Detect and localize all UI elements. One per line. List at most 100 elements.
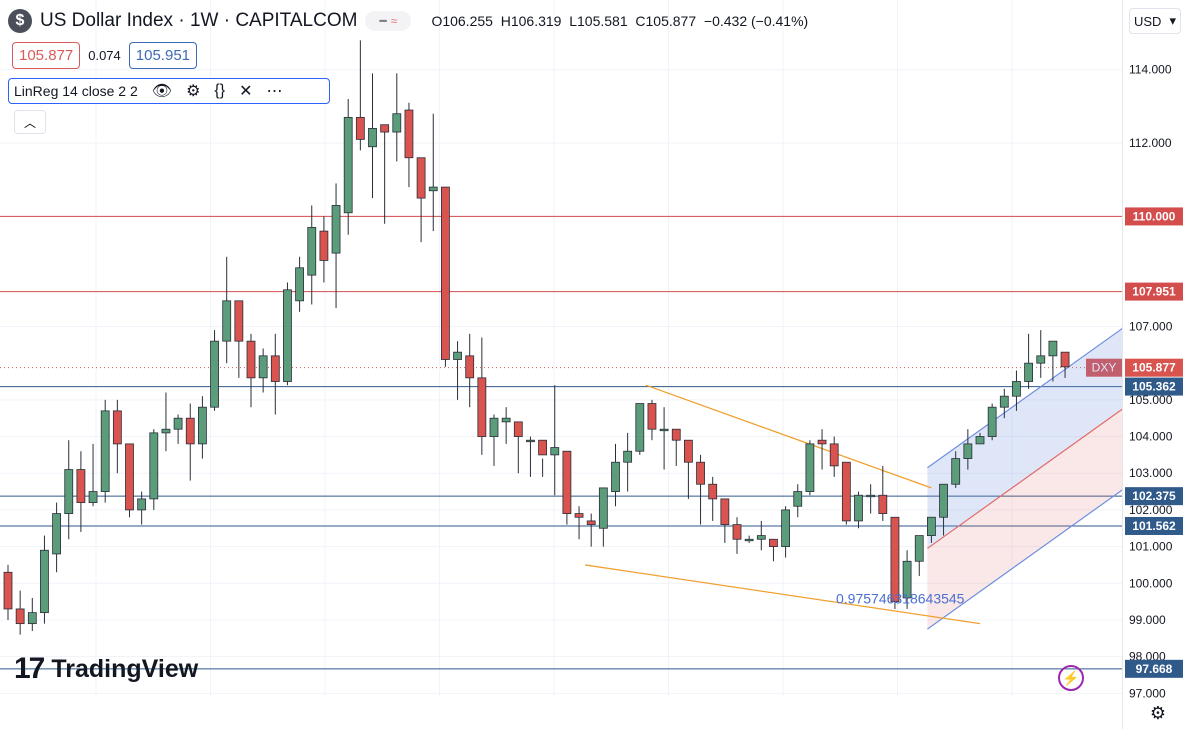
y-tick-label: 101.000	[1129, 540, 1173, 554]
candle-body	[27, 612, 37, 625]
logo-mark-icon: 17	[14, 652, 45, 685]
channel-mid-line	[927, 408, 1122, 549]
candle-body	[477, 377, 487, 437]
candle-body	[890, 516, 900, 603]
currency-selector[interactable]: USD ▾	[1129, 8, 1181, 34]
candle-body	[769, 538, 778, 547]
level-label: 102.375	[1132, 489, 1176, 503]
candle-body	[88, 491, 98, 503]
candle-body	[404, 109, 414, 159]
candle-body	[246, 340, 256, 379]
candle-body	[963, 443, 973, 459]
price-axis[interactable]: 97.00098.00099.000100.000101.000102.0001…	[1122, 0, 1184, 729]
more-icon[interactable]: ⋯	[266, 83, 283, 100]
candle-body	[234, 300, 244, 342]
chart-header: $ US Dollar Index · 1W · CAPITALCOM ━ ≈ …	[8, 8, 808, 34]
level-label-box	[1125, 516, 1183, 535]
last-price-box	[1125, 358, 1183, 377]
sell-price-button[interactable]: 105.877	[12, 42, 81, 69]
candle-body	[1012, 381, 1021, 397]
candle-body	[270, 355, 280, 382]
dollar-icon[interactable]: $	[8, 9, 32, 33]
level-label-box	[1125, 207, 1183, 226]
trendline	[585, 564, 981, 625]
candle-body	[951, 458, 961, 485]
chevron-down-icon: ▾	[1169, 13, 1176, 28]
candle-body	[793, 491, 803, 507]
y-tick-label: 99.000	[1129, 613, 1166, 627]
candle-body	[1036, 355, 1046, 364]
candle-body	[15, 608, 25, 625]
candle-body	[805, 443, 815, 492]
candle-body	[453, 351, 462, 360]
y-tick-label: 104.000	[1129, 430, 1173, 444]
spread-value: 0.074	[88, 48, 121, 63]
chart-plot[interactable]: DXY 0.975746318643545 MayJulSepNov2023Ma…	[0, 0, 1122, 697]
candle-body	[149, 432, 159, 500]
candle-body	[197, 406, 207, 445]
candle-body	[368, 127, 377, 148]
candle-body	[258, 355, 268, 379]
candle-body	[161, 428, 171, 434]
eye-icon[interactable]: 👁	[151, 83, 173, 100]
logo-text: TradingView	[51, 654, 199, 683]
candle-body	[647, 403, 657, 430]
candle-body	[623, 450, 633, 463]
indicator-legend[interactable]: LinReg 14 close 2 2 👁 ⚙ {} ✕ ⋯	[8, 78, 330, 104]
candle-body	[684, 439, 693, 463]
candle-body	[173, 417, 183, 430]
candle-body	[756, 535, 766, 540]
compare-toggle[interactable]: ━ ≈	[365, 11, 412, 31]
candle-body	[526, 439, 535, 443]
y-tick-label: 114.000	[1129, 63, 1172, 77]
candle-body	[295, 267, 305, 302]
candle-body	[732, 524, 742, 540]
buy-price-button[interactable]: 105.951	[128, 42, 198, 69]
candle-body	[52, 513, 61, 555]
collapse-button[interactable]: ︿	[14, 110, 46, 134]
candle-body	[902, 560, 912, 599]
candle-body	[137, 498, 147, 511]
candle-body	[829, 443, 839, 467]
channel-lower-fill	[927, 409, 1122, 630]
candle-body	[513, 421, 523, 437]
last-price-label: 105.877	[1132, 361, 1176, 375]
candle-body	[1024, 362, 1033, 382]
y-tick-label: 100.000	[1129, 576, 1173, 590]
level-label-box	[1125, 282, 1183, 301]
candle-body	[854, 494, 863, 522]
candle-body	[465, 355, 475, 379]
candle-body	[76, 469, 86, 503]
close-icon[interactable]: ✕	[239, 83, 253, 100]
candle-body	[598, 487, 608, 529]
candle-body	[1048, 340, 1058, 357]
candle-body	[574, 513, 584, 518]
candle-body	[550, 447, 560, 456]
level-label: 105.362	[1132, 380, 1176, 394]
level-label-box	[1125, 377, 1183, 396]
candle-body	[222, 300, 232, 342]
channel-upper-fill	[927, 328, 1122, 549]
low-value: L105.581	[569, 13, 628, 29]
settings-icon[interactable]: ⚙	[1149, 702, 1167, 723]
candle-body	[319, 230, 329, 261]
flash-icon[interactable]: ⚡	[1058, 665, 1084, 691]
gear-icon[interactable]: ⚙	[186, 83, 201, 100]
candle-body	[331, 205, 341, 254]
candle-body	[489, 417, 499, 437]
candle-body	[987, 406, 997, 437]
change-value: −0.432 (−0.41%)	[703, 13, 809, 29]
chevron-up-icon: ︿	[23, 115, 36, 130]
candle-body	[112, 410, 122, 445]
candle-body	[999, 395, 1009, 408]
braces-icon[interactable]: {}	[214, 82, 226, 99]
candle-body	[283, 289, 292, 382]
candle-body	[64, 469, 74, 514]
symbol-tag-box	[1086, 358, 1122, 377]
candle-body	[392, 113, 402, 133]
symbol-title[interactable]: US Dollar Index · 1W · CAPITALCOM	[40, 10, 358, 31]
high-value: H106.319	[500, 13, 562, 29]
candle-body	[416, 157, 426, 199]
candle-body	[927, 516, 936, 536]
candle-body	[659, 428, 669, 432]
